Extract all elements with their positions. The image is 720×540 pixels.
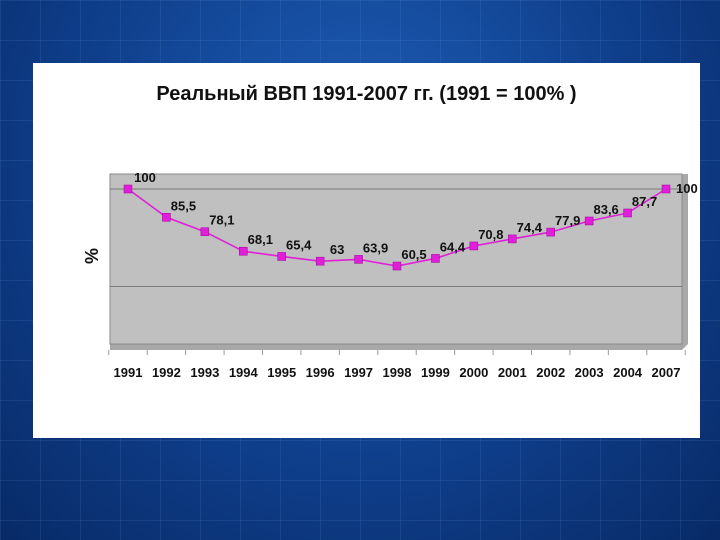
x-tick-label: 1995 [267, 365, 296, 380]
data-label: 85,5 [171, 198, 196, 213]
x-tick-label: 1993 [190, 365, 219, 380]
x-tick-label: 2002 [536, 365, 565, 380]
data-point [239, 246, 248, 256]
data-point [431, 254, 440, 263]
data-label: 87,7 [632, 194, 657, 209]
data-point [661, 184, 671, 194]
x-tick-label: 1997 [344, 365, 373, 380]
data-label: 68,1 [248, 232, 273, 247]
data-point [469, 241, 479, 251]
data-point [584, 216, 594, 226]
data-label: 70,8 [478, 227, 503, 242]
data-label: 78,1 [209, 213, 234, 228]
x-tick-label: 1992 [152, 365, 181, 380]
data-point [277, 252, 286, 261]
data-label: 60,5 [401, 247, 426, 262]
x-tick-label: 2000 [459, 365, 488, 380]
data-point [162, 213, 171, 222]
data-point [546, 227, 555, 237]
data-label: 83,6 [593, 202, 618, 217]
x-tick-label: 1991 [114, 365, 143, 380]
data-point [354, 255, 363, 264]
data-point [200, 227, 210, 236]
data-point [623, 208, 632, 218]
data-label: 100 [134, 170, 156, 185]
data-label: 74,4 [517, 220, 543, 235]
x-tick-label: 1994 [229, 365, 259, 380]
data-label: 63,9 [363, 240, 388, 255]
data-point [315, 256, 325, 266]
x-tick-label: 2007 [652, 365, 681, 380]
x-tick-label: 2001 [498, 365, 527, 380]
data-label: 77,9 [555, 213, 580, 228]
plot-area [109, 173, 683, 345]
data-label: 63 [330, 242, 344, 257]
chart-title: Реальный ВВП 1991-2007 гг. (1991 = 100% … [156, 83, 577, 105]
y-axis-label: % [82, 248, 102, 264]
data-label: 64,4 [440, 239, 466, 254]
x-tick-label: 1999 [421, 365, 450, 380]
data-point [508, 234, 517, 244]
data-label: 65,4 [286, 237, 312, 252]
data-point [392, 261, 402, 271]
x-tick-label: 2004 [613, 365, 643, 380]
data-point [123, 184, 133, 194]
x-tick-label: 1998 [383, 365, 412, 380]
x-tick-label: 1996 [306, 365, 335, 380]
x-tick-label: 2003 [575, 365, 604, 380]
data-label: 100 [676, 181, 698, 196]
